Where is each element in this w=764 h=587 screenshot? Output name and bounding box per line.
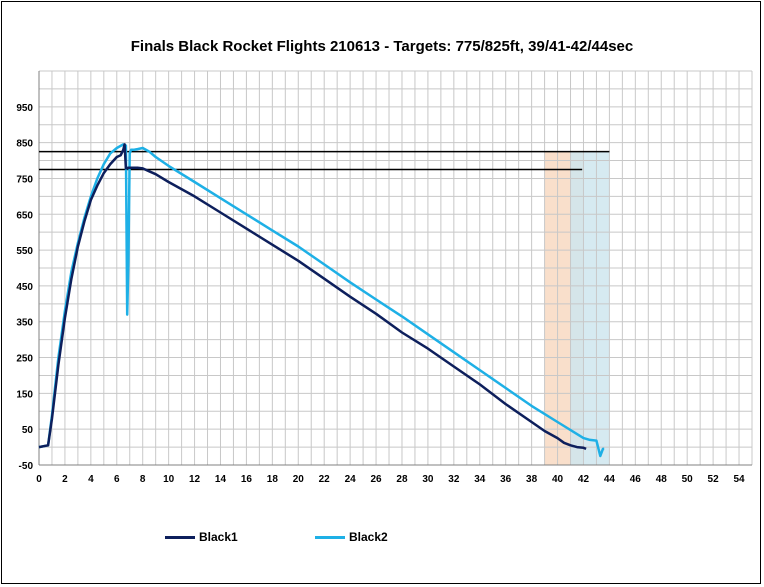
x-tick-label: 44 xyxy=(604,474,616,485)
x-tick-label: 28 xyxy=(396,474,408,485)
x-tick-label: 52 xyxy=(708,474,720,485)
legend-label-black2: Black2 xyxy=(349,530,388,544)
chart-title: Finals Black Rocket Flights 210613 - Tar… xyxy=(130,38,634,55)
x-tick-label: 4 xyxy=(88,474,94,485)
x-tick-label: 38 xyxy=(526,474,538,485)
legend-item-black1: Black1 xyxy=(165,530,238,544)
x-tick-label: 12 xyxy=(189,474,201,485)
legend-swatch-black2 xyxy=(315,535,345,539)
legend-item-black2: Black2 xyxy=(315,530,388,544)
y-tick-label: 150 xyxy=(16,389,33,400)
x-tick-label: 50 xyxy=(682,474,694,485)
x-tick-label: 14 xyxy=(215,474,227,485)
y-tick-label: 450 xyxy=(16,282,33,293)
y-tick-label: 350 xyxy=(16,318,33,329)
y-tick-label: -50 xyxy=(19,461,34,472)
x-tick-label: 26 xyxy=(370,474,382,485)
x-tick-label: 6 xyxy=(114,474,120,485)
x-tick-label: 0 xyxy=(36,474,42,485)
x-tick-label: 46 xyxy=(630,474,642,485)
x-tick-label: 20 xyxy=(293,474,305,485)
x-tick-label: 18 xyxy=(267,474,279,485)
x-tick-label: 22 xyxy=(319,474,331,485)
x-tick-label: 34 xyxy=(474,474,486,485)
x-tick-label: 10 xyxy=(163,474,175,485)
y-tick-label: 250 xyxy=(16,354,33,365)
x-tick-label: 2 xyxy=(62,474,68,485)
x-tick-label: 32 xyxy=(448,474,460,485)
legend-swatch-black1 xyxy=(165,535,195,539)
y-tick-label: 650 xyxy=(16,210,33,221)
series-line-black2 xyxy=(38,143,605,458)
x-tick-label: 30 xyxy=(422,474,434,485)
target-band xyxy=(570,151,610,465)
y-tick-label: 750 xyxy=(16,174,33,185)
x-tick-label: 48 xyxy=(656,474,668,485)
series-line-black1 xyxy=(38,143,587,451)
y-tick-label: 850 xyxy=(16,139,33,150)
x-tick-label: 54 xyxy=(733,474,745,485)
x-tick-label: 36 xyxy=(500,474,512,485)
y-tick-label: 950 xyxy=(16,103,33,114)
x-tick-label: 40 xyxy=(552,474,564,485)
y-tick-label: 550 xyxy=(16,246,33,257)
x-tick-label: 42 xyxy=(578,474,590,485)
x-tick-label: 8 xyxy=(140,474,146,485)
x-tick-label: 24 xyxy=(345,474,357,485)
x-tick-label: 16 xyxy=(241,474,253,485)
legend-label-black1: Black1 xyxy=(199,530,238,544)
y-tick-label: 50 xyxy=(22,425,34,436)
